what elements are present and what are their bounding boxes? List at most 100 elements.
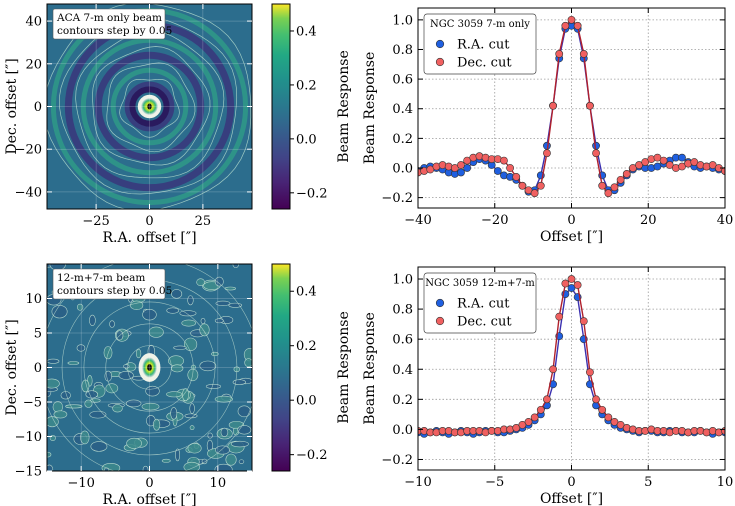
contour-blob: [53, 410, 68, 419]
contour-blob: [175, 448, 181, 462]
contour-blob: [225, 453, 237, 466]
sidelobe-ring: [94, 51, 205, 162]
main-lobe-core: [147, 364, 152, 371]
data-point: [622, 170, 631, 178]
data-point: [561, 21, 570, 30]
data-point: [543, 149, 551, 158]
contour-line: [119, 78, 180, 138]
contour-blob: [103, 346, 113, 360]
data-point: [592, 395, 600, 404]
annotation-line: ACA 7-m only beam: [56, 12, 162, 24]
contour-blob: [135, 348, 142, 359]
data-point: [659, 156, 668, 165]
data-point: [512, 423, 521, 432]
contour-blob: [214, 395, 234, 403]
contour-ring: [83, 301, 216, 434]
y-tick-label: 5: [34, 327, 42, 342]
contour-blob: [181, 319, 197, 327]
legend-label: R.A. cut: [457, 297, 510, 312]
contour-blob: [238, 459, 245, 464]
data-point: [573, 281, 582, 289]
x-tick-label: 10: [717, 475, 734, 490]
contour-blob: [187, 295, 194, 306]
contour-blob: [214, 276, 224, 287]
data-point: [629, 164, 637, 172]
contour-ring: [105, 323, 194, 412]
contour-blob: [112, 404, 123, 413]
panel-combined-beam-map: −10 0 10 −15 −10 −5 0 5 10 R.A. offset [″] Dec. of…: [4, 263, 352, 506]
data-point: [598, 181, 607, 190]
contour-blob: [65, 404, 83, 409]
x-tick-label: 25: [195, 214, 212, 229]
data-point: [561, 279, 570, 288]
contour-blob: [104, 370, 112, 382]
data-point: [524, 186, 533, 195]
y-tick-label: −5: [23, 396, 42, 411]
data-point: [690, 158, 699, 166]
data-point: [530, 413, 539, 422]
x-axis-label: Offset [″]: [540, 491, 603, 506]
data-point: [567, 15, 576, 24]
legend-label: Dec. cut: [457, 56, 512, 71]
x-axis-label: R.A. offset [″]: [102, 492, 196, 506]
data-point: [653, 153, 662, 162]
legend: NGC 3059 12-m+7-m R.A. cut Dec. cut: [423, 272, 537, 334]
x-tick-label: 0: [145, 214, 153, 229]
data-point: [518, 181, 527, 190]
contour-blob: [60, 391, 71, 400]
y-tick-label: 0.4: [392, 102, 413, 117]
contour-blob: [211, 351, 219, 357]
contour-blob: [196, 278, 205, 287]
contour-blob: [142, 309, 157, 321]
plot-series: [418, 275, 725, 438]
colorbar: 0.4 0.2 0.0 −0.2 Beam Response: [271, 3, 352, 210]
x-tick-label: 0: [567, 475, 575, 490]
contour-blob: [67, 361, 80, 365]
x-tick-label: 5: [644, 475, 652, 490]
colorbar-gradient: [271, 263, 291, 472]
colorbar-tick-label: 0.0: [296, 394, 317, 409]
contour-blob: [47, 416, 59, 428]
contour-blob: [142, 465, 149, 471]
panel-7m-beam-map: −25 0 25 −40 −20 0 20 40 R.A. offset [″] Dec. off…: [4, 3, 352, 246]
data-point: [616, 420, 625, 429]
contour-blob: [126, 437, 142, 449]
contour-blob: [166, 307, 180, 314]
x-tick-label: 0: [145, 476, 153, 491]
contour-line: [92, 46, 211, 166]
contour-blob: [105, 383, 119, 394]
data-point: [579, 317, 588, 326]
contour-blob: [179, 310, 197, 317]
x-tick-label: 40: [717, 213, 734, 228]
legend-marker: [435, 39, 445, 49]
data-point: [500, 156, 508, 165]
data-point: [555, 312, 564, 321]
series-dec-cut: [418, 275, 725, 437]
annotation-line: contours step by 0.05: [57, 285, 172, 297]
colorbar: 0.4 0.2 0.0 −0.2 Beam Response: [271, 263, 352, 472]
data-point: [573, 21, 582, 30]
x-tick-label: −40: [404, 213, 431, 228]
contour-blob: [47, 378, 60, 389]
data-point: [463, 156, 472, 165]
y-tick-label: 0.6: [392, 73, 413, 88]
data-point: [457, 168, 465, 177]
data-point: [567, 284, 576, 292]
sidelobe-ring: [80, 37, 219, 176]
sidelobe-ring: [110, 67, 189, 146]
contour-blob: [214, 463, 233, 471]
legend-title: NGC 3059 12-m+7-m: [425, 278, 535, 289]
y-tick-label: −10: [15, 430, 42, 445]
colorbar-label: Beam Response: [336, 311, 352, 424]
annotation-line: contours step by 0.05: [57, 25, 172, 37]
contour-blob: [130, 300, 144, 311]
data-point: [579, 50, 588, 58]
colorbar-tick-label: 0.0: [296, 132, 317, 147]
contour-blob: [84, 399, 93, 408]
data-point: [678, 153, 686, 162]
y-tick-label: −40: [15, 185, 42, 200]
y-tick-label: −0.2: [381, 453, 413, 468]
colorbar-label: Beam Response: [336, 50, 352, 163]
contour-blob: [244, 358, 252, 368]
